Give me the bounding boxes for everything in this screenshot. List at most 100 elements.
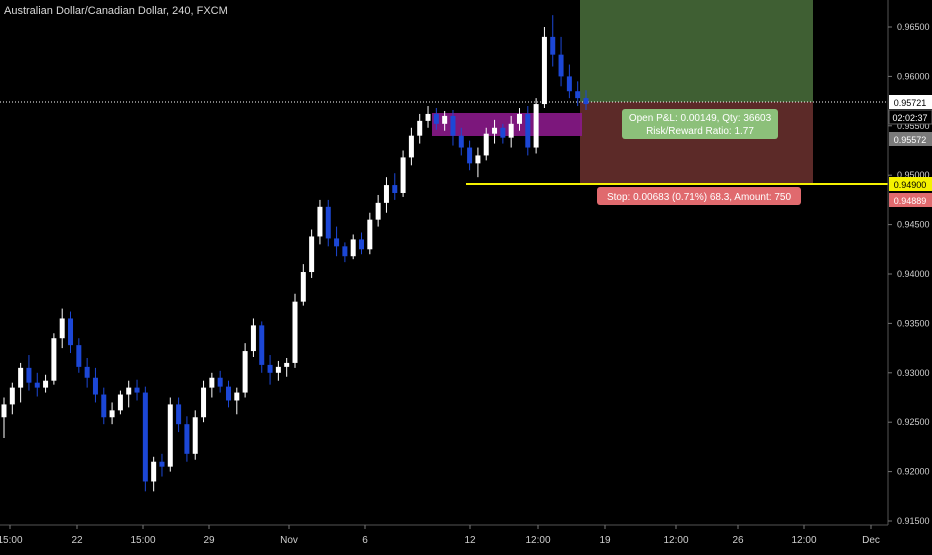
candle-bull — [400, 157, 406, 193]
candle-bull — [9, 387, 15, 405]
candle-bull — [375, 202, 381, 220]
price-axis[interactable] — [888, 0, 932, 550]
candle-bull — [242, 351, 248, 393]
profit-label-line1: Open P&L: 0.00149, Qty: 36603 — [629, 113, 772, 124]
entry-price-value: 0.94900 — [894, 180, 927, 190]
candle-bull — [292, 301, 298, 363]
candle-bear — [26, 367, 32, 383]
candle-bull — [126, 387, 132, 395]
target-price-badge-bg — [889, 132, 932, 146]
candle-bull — [475, 155, 481, 164]
price-tick-label: 0.92500 — [897, 417, 930, 427]
stop-price-badge: 0.94889 — [889, 193, 932, 207]
time-tick-label: 15:00 — [0, 535, 23, 546]
profit-label-line2: Risk/Reward Ratio: 1.77 — [646, 126, 754, 137]
candle-bull — [425, 113, 431, 121]
candle-bear — [225, 386, 231, 401]
candle-bear — [342, 246, 348, 257]
price-tick-label: 0.96000 — [897, 71, 930, 81]
price-tick-label: 0.94500 — [897, 220, 930, 230]
countdown-badge: 02:02:37 — [888, 109, 932, 125]
candle-bear — [575, 91, 581, 99]
candle-bull — [43, 380, 49, 388]
candle-bull — [492, 127, 498, 134]
target-price-badge: 0.95572 — [889, 132, 932, 146]
candle-bull — [533, 104, 539, 148]
time-tick-label: 12 — [464, 535, 476, 546]
candle-bull — [109, 410, 115, 418]
stop-label-bg — [597, 187, 801, 205]
candle-bear — [566, 76, 572, 92]
price-tick-label: 0.91500 — [897, 516, 930, 526]
chart-title: Australian Dollar/Canadian Dollar, 240, … — [4, 5, 228, 17]
candle-bear — [101, 394, 107, 418]
price-tick-label: 0.93000 — [897, 368, 930, 378]
time-ticks-group: 15:00 22 15:00 29 Nov 6 12 12:00 19 12:00 26 12:00 D… — [0, 525, 880, 546]
candle-bull — [151, 461, 157, 482]
candle-bear — [34, 382, 40, 388]
time-tick-label: 12:00 — [663, 535, 688, 546]
candle-bull — [275, 366, 281, 373]
candle-bull — [1, 404, 7, 418]
stop-label: Stop: 0.00683 (0.71%) 68.3, Amount: 750 — [597, 187, 801, 205]
price-tick-label: 0.94000 — [897, 269, 930, 279]
candle-bull — [209, 377, 215, 388]
candle-bull — [367, 219, 373, 250]
time-tick-label: 12:00 — [791, 535, 816, 546]
profit-zone — [580, 0, 813, 102]
candle-bull — [167, 404, 173, 467]
candle-bull — [442, 115, 448, 124]
entry-price-badge: 0.94900 — [889, 177, 932, 191]
candle-bull — [250, 325, 256, 352]
candle-bear — [359, 239, 365, 250]
candle-bear — [68, 318, 74, 346]
candle-bear — [134, 387, 140, 393]
candle-bear — [558, 54, 564, 77]
candle-bull — [309, 236, 315, 273]
candle-bull — [483, 133, 489, 156]
candle-bear — [176, 404, 182, 425]
candle-bear — [583, 98, 589, 105]
current-price-value: 0.95721 — [894, 98, 927, 108]
candle-bull — [51, 338, 57, 381]
candle-bull — [234, 392, 240, 401]
countdown-badge-bg — [888, 109, 932, 125]
time-tick-label: 15:00 — [130, 535, 155, 546]
stop-price-value: 0.94889 — [894, 196, 927, 206]
candle-bear — [392, 185, 398, 193]
candle-bull — [541, 36, 547, 105]
entry-price-badge-bg — [889, 177, 932, 191]
candle-bear — [467, 147, 473, 164]
price-tick-label: 0.95000 — [897, 170, 930, 180]
candle-bear — [259, 325, 265, 365]
countdown-value: 02:02:37 — [892, 113, 927, 123]
candle-bull — [117, 394, 123, 411]
candle-bear — [500, 127, 506, 138]
candle-bull — [18, 367, 24, 388]
candle-bear — [92, 377, 98, 395]
time-tick-label: 22 — [71, 535, 83, 546]
candle-bull — [417, 120, 423, 136]
price-tick-label: 0.96500 — [897, 22, 930, 32]
price-tick-label: 0.92000 — [897, 467, 930, 477]
candle-bull — [284, 362, 290, 367]
candle-bear — [267, 364, 273, 373]
target-price-value: 0.95572 — [894, 135, 927, 145]
candle-bull — [383, 185, 389, 203]
time-tick-label: Nov — [280, 535, 298, 546]
time-tick-label: 26 — [732, 535, 744, 546]
current-price-badge-bg — [889, 95, 932, 109]
price-tick-label: 0.95500 — [897, 121, 930, 131]
candle-bull — [59, 318, 65, 339]
candle-bull — [408, 135, 414, 158]
candle-bear — [433, 113, 439, 124]
candle-bear — [334, 238, 340, 247]
purple-zone — [432, 113, 582, 136]
price-ticks-group: 0.96500 0.96000 0.95500 0.95000 0.94500 0.940… — [888, 22, 930, 526]
stop-price-badge-bg — [889, 193, 932, 207]
time-axis[interactable] — [0, 525, 888, 550]
profit-label-bg — [622, 109, 778, 139]
candle-bear — [217, 377, 223, 387]
